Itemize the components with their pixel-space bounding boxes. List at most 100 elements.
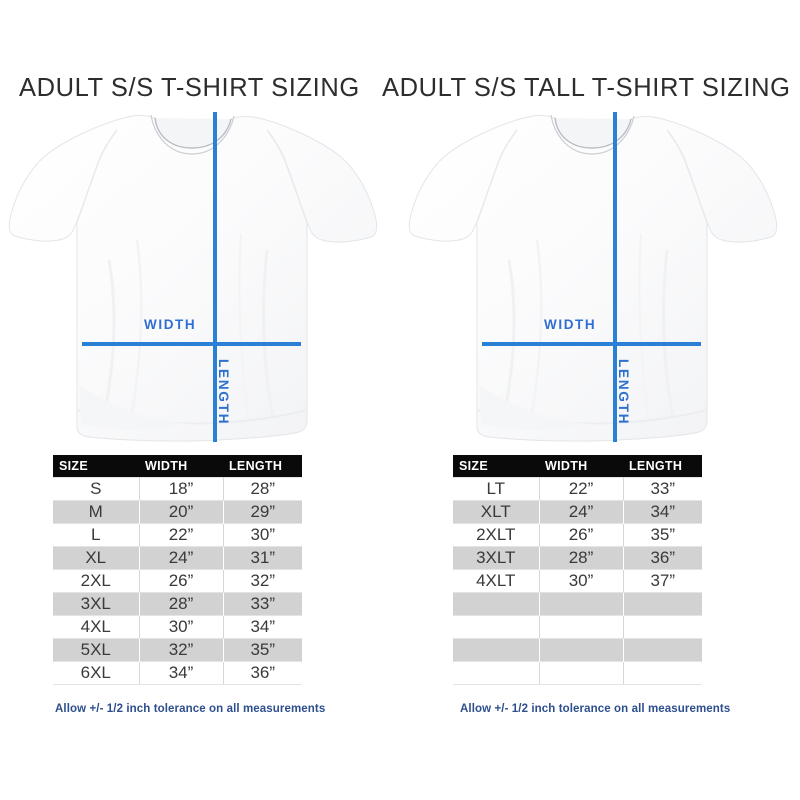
table-row-empty [453,661,702,685]
cell-length: 33” [623,477,702,501]
cell-size: 2XL [53,569,140,593]
cell-width: 22” [139,523,224,547]
column-header-length: LENGTH [223,455,302,478]
cell-width: 26” [139,569,224,593]
tolerance-note-tall: Allow +/- 1/2 inch tolerance on all meas… [460,703,731,715]
cell-width: 18” [139,477,224,501]
cell-size [453,615,540,639]
table-row-empty [453,592,702,616]
table-row: 4XL 30” 34” [53,615,302,639]
cell-size: XL [53,546,140,570]
table-row: 2XLT 26” 35” [453,523,702,547]
cell-length: 31” [223,546,302,570]
column-header-width: WIDTH [139,455,223,478]
tshirt-diagram-tall: WIDTH LENGTH [405,110,795,450]
chart-title-standard: ADULT S/S T-SHIRT SIZING [19,74,360,102]
width-measure-line [482,342,701,346]
cell-length: 32” [223,569,302,593]
cell-length: 36” [623,546,702,570]
tshirt-illustration [8,114,378,442]
cell-width: 28” [539,546,624,570]
cell-length: 34” [623,500,702,524]
width-label: WIDTH [144,317,197,332]
cell-size: 2XLT [453,523,540,547]
cell-width [539,615,624,639]
cell-length [623,615,702,639]
table-row: XL 24” 31” [53,546,302,570]
cell-length: 35” [223,638,302,662]
cell-length: 29” [223,500,302,524]
column-header-length: LENGTH [623,455,702,478]
chart-titles: ADULT S/S T-SHIRT SIZING ADULT S/S TALL … [0,74,800,114]
width-measure-line [82,342,301,346]
cell-width: 24” [139,546,224,570]
cell-length [623,638,702,662]
cell-width: 30” [139,615,224,639]
cell-size: 6XL [53,661,140,685]
column-header-width: WIDTH [539,455,623,478]
cell-width: 26” [539,523,624,547]
size-table-tall: SIZE WIDTH LENGTH LT 22” 33” XLT 24” 34”… [453,455,702,685]
tolerance-note-standard: Allow +/- 1/2 inch tolerance on all meas… [55,703,326,715]
column-header-size: SIZE [53,455,139,478]
cell-length [623,661,702,685]
column-header-size: SIZE [453,455,539,478]
cell-size: 4XL [53,615,140,639]
size-table-standard: SIZE WIDTH LENGTH S 18” 28” M 20” 29” L [53,455,302,685]
cell-size [453,661,540,685]
cell-size: LT [453,477,540,501]
table-row: XLT 24” 34” [453,500,702,524]
cell-size: 3XLT [453,546,540,570]
cell-length: 33” [223,592,302,616]
table-header-row: SIZE WIDTH LENGTH [53,455,302,478]
table-row: LT 22” 33” [453,477,702,501]
cell-width: 20” [139,500,224,524]
cell-width [539,638,624,662]
cell-size: XLT [453,500,540,524]
length-measure-line [213,112,217,442]
cell-length: 36” [223,661,302,685]
table-row: 5XL 32” 35” [53,638,302,662]
cell-length: 30” [223,523,302,547]
chart-title-tall: ADULT S/S TALL T-SHIRT SIZING [382,74,791,102]
tshirt-illustration [408,114,778,442]
table-row: 2XL 26” 32” [53,569,302,593]
cell-width: 28” [139,592,224,616]
table-row: S 18” 28” [53,477,302,501]
length-measure-line [613,112,617,442]
cell-width [539,592,624,616]
table-header-row: SIZE WIDTH LENGTH [453,455,702,478]
panel-tall-sizing: WIDTH LENGTH SIZE WIDTH LENGTH LT 22” 33… [405,110,795,730]
cell-size: 3XL [53,592,140,616]
panel-standard-sizing: WIDTH LENGTH SIZE WIDTH LENGTH S 18” 28” [5,110,395,730]
cell-size: M [53,500,140,524]
cell-length: 35” [623,523,702,547]
cell-size: L [53,523,140,547]
table-row: 6XL 34” 36” [53,661,302,685]
table-row-empty [453,638,702,662]
table-row: L 22” 30” [53,523,302,547]
cell-size: 4XLT [453,569,540,593]
cell-size: S [53,477,140,501]
cell-width: 34” [139,661,224,685]
cell-width [539,661,624,685]
cell-width: 30” [539,569,624,593]
tshirt-diagram-standard: WIDTH LENGTH [5,110,395,450]
table-row: M 20” 29” [53,500,302,524]
cell-length: 34” [223,615,302,639]
cell-length [623,592,702,616]
table-row: 4XLT 30” 37” [453,569,702,593]
cell-length: 28” [223,477,302,501]
length-label: LENGTH [216,359,231,426]
cell-width: 22” [539,477,624,501]
table-row: 3XLT 28” 36” [453,546,702,570]
table-row: 3XL 28” 33” [53,592,302,616]
cell-size [453,638,540,662]
cell-size [453,592,540,616]
width-label: WIDTH [544,317,597,332]
table-row-empty [453,615,702,639]
cell-length: 37” [623,569,702,593]
length-label: LENGTH [616,359,631,426]
cell-width: 32” [139,638,224,662]
